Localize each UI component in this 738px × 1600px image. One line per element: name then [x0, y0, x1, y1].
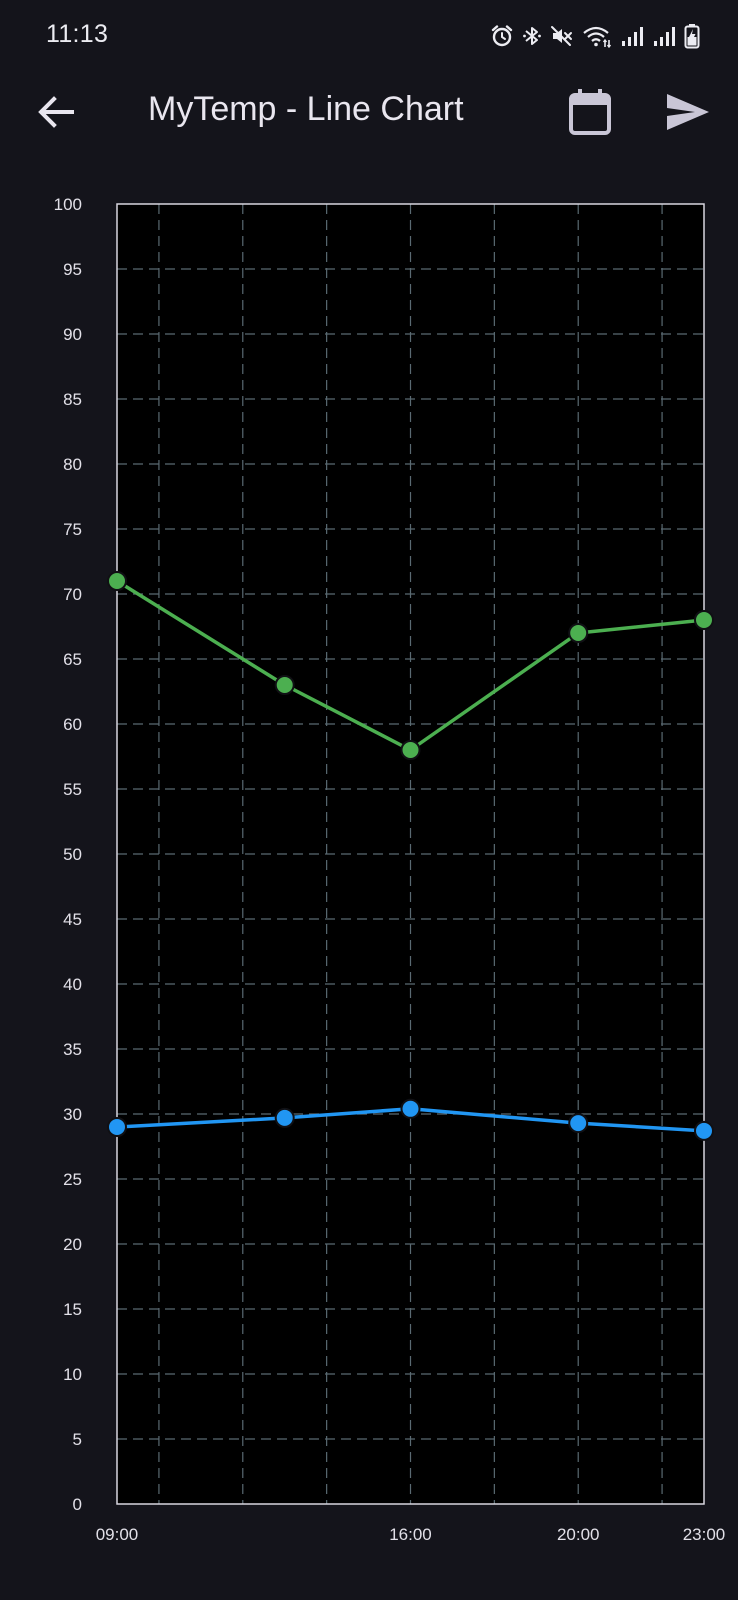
y-tick-label: 85	[63, 390, 82, 409]
wifi-icon	[582, 24, 612, 48]
line-chart: 0 5 10 15 20 25 30 35 40 45 50 55 60 65 70 75 80 85 90 95 10…	[0, 180, 738, 1540]
calendar-button[interactable]	[562, 86, 618, 142]
back-button[interactable]	[30, 88, 82, 140]
send-icon	[665, 92, 711, 137]
data-point	[400, 740, 421, 760]
y-tick-label: 80	[63, 455, 82, 474]
arrow-left-icon	[36, 92, 76, 137]
mute-icon	[550, 24, 574, 48]
y-tick-label: 50	[63, 845, 82, 864]
calendar-icon	[568, 88, 612, 141]
y-tick-label: 55	[63, 780, 82, 799]
y-tick-label: 65	[63, 650, 82, 669]
status-bar: 11:13	[0, 0, 738, 72]
y-tick-label: 0	[73, 1495, 82, 1514]
y-tick-label: 25	[63, 1170, 82, 1189]
data-point	[694, 610, 714, 630]
data-point	[568, 1113, 589, 1134]
y-tick-label: 70	[63, 585, 82, 604]
y-tick-label: 15	[63, 1300, 82, 1319]
y-tick-label: 95	[63, 260, 82, 279]
y-tick-label: 10	[63, 1365, 82, 1384]
y-tick-label: 75	[63, 520, 82, 539]
y-tick-label: 30	[63, 1105, 82, 1124]
bluetooth-icon	[522, 24, 542, 48]
data-point	[400, 1098, 421, 1119]
battery-charging-icon	[684, 23, 700, 49]
data-point	[107, 1117, 127, 1137]
x-tick-label: 23:00	[683, 1525, 726, 1540]
signal-icon	[652, 24, 676, 48]
y-tick-label: 90	[63, 325, 82, 344]
y-tick-label: 60	[63, 715, 82, 734]
y-tick-label: 45	[63, 910, 82, 929]
data-point	[107, 571, 127, 591]
y-tick-label: 35	[63, 1040, 82, 1059]
y-tick-label: 20	[63, 1235, 82, 1254]
status-icons	[490, 22, 700, 50]
y-tick-label: 40	[63, 975, 82, 994]
signal-icon	[620, 24, 644, 48]
plot-border	[116, 203, 705, 1505]
data-point	[694, 1120, 714, 1141]
alarm-icon	[490, 24, 514, 48]
send-button[interactable]	[660, 86, 716, 142]
x-tick-label: 09:00	[96, 1525, 139, 1540]
x-tick-label: 20:00	[557, 1525, 600, 1540]
y-tick-label: 5	[73, 1430, 82, 1449]
y-tick-label: 100	[54, 195, 82, 214]
data-point	[274, 1107, 295, 1128]
page-title: MyTemp - Line Chart	[148, 90, 464, 128]
chart-canvas: 0 5 10 15 20 25 30 35 40 45 50 55 60 65 70 75 80 85 90 95 10…	[54, 195, 726, 1540]
status-time: 11:13	[46, 20, 109, 48]
data-point	[274, 675, 295, 695]
x-tick-label: 16:00	[389, 1525, 432, 1540]
data-point	[568, 623, 589, 643]
app-bar: MyTemp - Line Chart	[0, 72, 738, 154]
